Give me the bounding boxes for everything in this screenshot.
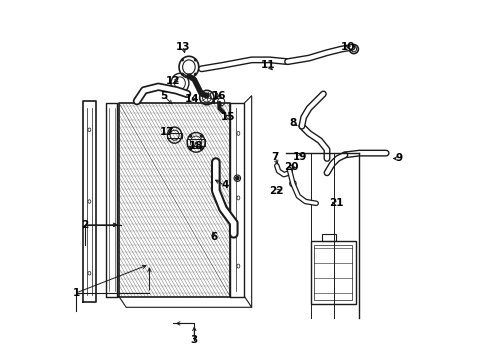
Text: 5: 5 <box>160 91 167 101</box>
Text: 3: 3 <box>190 334 198 345</box>
Bar <box>314 244 351 300</box>
Text: 22: 22 <box>269 186 284 196</box>
Text: 7: 7 <box>271 152 278 162</box>
Text: 21: 21 <box>328 198 343 208</box>
Text: 16: 16 <box>212 91 226 101</box>
Text: 4: 4 <box>221 180 228 190</box>
Ellipse shape <box>194 73 196 75</box>
Text: 9: 9 <box>394 153 402 163</box>
Text: 8: 8 <box>289 118 296 128</box>
Text: 1: 1 <box>72 288 80 298</box>
Text: 18: 18 <box>188 141 203 151</box>
Ellipse shape <box>194 59 196 61</box>
Text: 15: 15 <box>221 112 235 122</box>
Text: 6: 6 <box>210 232 217 242</box>
Ellipse shape <box>181 73 183 75</box>
Bar <box>321 234 335 241</box>
Text: 20: 20 <box>284 162 298 172</box>
Ellipse shape <box>189 148 191 150</box>
Bar <box>310 241 355 304</box>
Text: 11: 11 <box>260 60 274 70</box>
Text: 14: 14 <box>185 94 200 104</box>
Text: 19: 19 <box>292 152 306 162</box>
Ellipse shape <box>181 59 183 61</box>
Text: 17: 17 <box>160 127 174 136</box>
Text: 13: 13 <box>176 42 190 52</box>
Text: 10: 10 <box>341 42 355 52</box>
Ellipse shape <box>189 135 191 137</box>
Ellipse shape <box>200 135 203 137</box>
Text: 2: 2 <box>81 220 88 230</box>
Ellipse shape <box>200 148 203 150</box>
Text: 12: 12 <box>165 76 180 86</box>
Ellipse shape <box>235 177 239 180</box>
